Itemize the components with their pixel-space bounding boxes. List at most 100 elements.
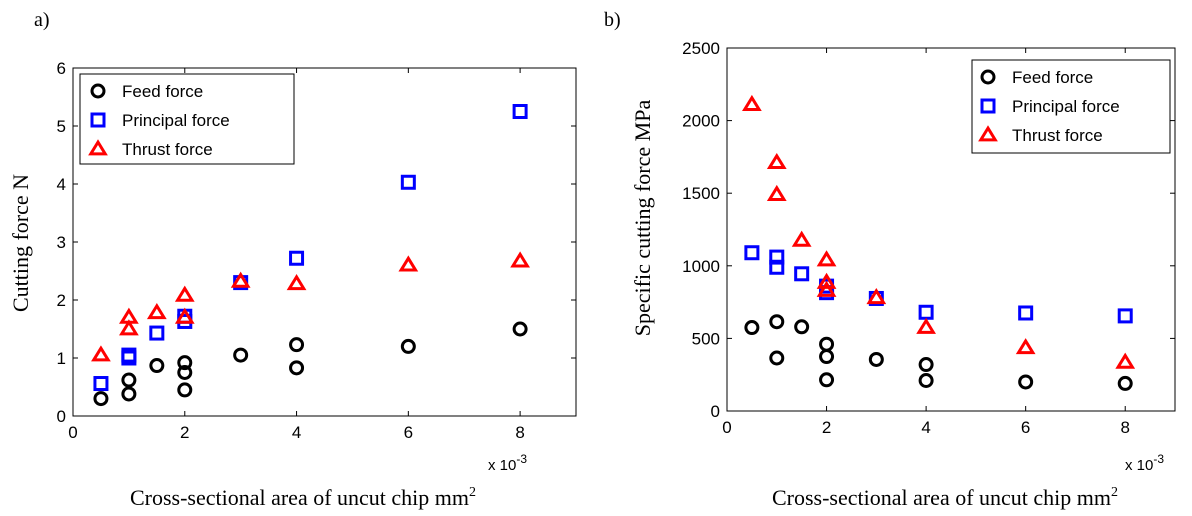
data-point-triangle — [119, 307, 139, 324]
y-tick-label: 1000 — [682, 257, 720, 276]
y-tick-label: 3 — [57, 233, 66, 252]
y-tick-label: 2 — [57, 291, 66, 310]
legend-marker-triangle — [88, 139, 108, 156]
data-point-square — [1018, 305, 1034, 321]
x-tick-label: 4 — [921, 418, 930, 437]
panel-label-b: b) — [604, 9, 621, 31]
data-point-circle — [1117, 375, 1133, 391]
legend-b: Feed force Principal force Thrust force — [971, 59, 1171, 154]
data-point-circle — [819, 372, 835, 388]
legend-label: Feed force — [1012, 68, 1093, 87]
ticks-a: 0 2 4 6 8 0 1 2 3 4 5 6 — [57, 59, 576, 442]
legend-marker-circle — [90, 83, 106, 99]
legend-label: Principal force — [122, 111, 230, 130]
data-point-circle — [918, 373, 934, 389]
data-point-circle — [819, 349, 835, 365]
data-point-triangle — [91, 345, 111, 362]
data-point-square — [512, 104, 528, 119]
data-point-triangle — [510, 251, 530, 268]
data-point-circle — [289, 337, 305, 353]
x-tick-label: 0 — [68, 423, 77, 442]
legend-label: Feed force — [122, 82, 203, 101]
data-point-circle — [1018, 374, 1034, 390]
data-point-triangle — [866, 287, 887, 305]
data-point-circle — [512, 321, 528, 337]
x-tick-label: 0 — [722, 418, 731, 437]
data-point-circle — [868, 351, 884, 367]
data-point-triangle — [766, 152, 787, 170]
legend-marker-square — [90, 112, 106, 128]
data-point-circle — [177, 355, 193, 371]
data-point-circle — [794, 319, 810, 335]
y-tick-label: 2500 — [682, 39, 720, 58]
x-multiplier-exp-a: -3 — [516, 452, 527, 466]
data-point-circle — [918, 357, 934, 373]
x-tick-label: 2 — [822, 418, 831, 437]
x-multiplier-b: x 10-3 — [1125, 452, 1164, 474]
data-point-circle — [93, 391, 109, 407]
y-tick-label: 0 — [57, 407, 66, 426]
y-tick-label: 1 — [57, 349, 66, 368]
legend-label: Thrust force — [1012, 126, 1103, 145]
data-point-triangle — [1015, 338, 1036, 355]
data-point-triangle — [816, 250, 837, 267]
svg-text:x 10-3: x 10-3 — [1125, 452, 1164, 474]
data-point-triangle — [146, 302, 167, 320]
data-point-triangle — [742, 94, 762, 111]
data-point-square — [769, 259, 785, 275]
data-point-circle — [233, 347, 249, 363]
data-point-circle — [149, 358, 165, 374]
x-multiplier-base-b: x 10 — [1125, 457, 1153, 474]
legend-box-a — [79, 73, 295, 165]
data-point-circle — [289, 360, 305, 376]
y-tick-label: 500 — [692, 329, 720, 348]
legend-marker-square — [980, 98, 996, 114]
data-point-square — [93, 376, 109, 392]
x-multiplier-a: x 10-3 — [488, 452, 527, 474]
x-multiplier-base-a: x 10 — [488, 457, 516, 474]
legend-marker-triangle — [978, 125, 998, 142]
data-point-triangle — [174, 285, 195, 302]
data-point-circle — [769, 350, 785, 366]
data-point-triangle — [816, 280, 837, 297]
data-point-square — [794, 266, 810, 282]
x-tick-label: 6 — [1021, 418, 1030, 437]
data-point-circle — [121, 386, 137, 402]
data-point-triangle — [119, 319, 139, 336]
x-tick-label: 2 — [180, 423, 189, 442]
data-point-circle — [121, 372, 137, 388]
data-point-triangle — [174, 307, 195, 324]
data-point-triangle — [916, 317, 936, 334]
y-tick-label: 1500 — [682, 184, 720, 203]
data-point-circle — [744, 320, 760, 336]
legend-marker-circle — [980, 69, 996, 85]
marks-a — [91, 104, 530, 407]
data-point-circle — [400, 338, 416, 354]
legend-label: Thrust force — [122, 140, 213, 159]
y-tick-label: 4 — [57, 175, 66, 194]
y-axis-label-b: Specific cutting force MPa — [630, 100, 655, 337]
svg-text:x 10-3: x 10-3 — [488, 452, 527, 474]
data-point-triangle — [816, 272, 837, 289]
legend-label: Principal force — [1012, 97, 1120, 116]
data-point-circle — [177, 365, 193, 380]
data-point-square — [769, 249, 785, 265]
legend-box-b — [971, 59, 1171, 154]
x-axis-label-a: Cross-sectional area of uncut chip mm2 — [130, 485, 476, 510]
x-tick-label: 8 — [1120, 418, 1129, 437]
x-multiplier-exp-b: -3 — [1153, 452, 1164, 466]
data-point-circle — [769, 314, 785, 330]
x-tick-label: 6 — [404, 423, 413, 442]
panel-label-a: a) — [34, 9, 50, 31]
y-tick-label: 6 — [57, 59, 66, 78]
data-point-circle — [177, 382, 193, 398]
y-tick-label: 0 — [711, 402, 720, 421]
data-point-triangle — [230, 271, 251, 288]
chart-a: a) Cutting force N 0 2 4 6 8 0 1 2 3 4 5 6 x 10-3 C… — [8, 9, 577, 510]
data-point-square — [400, 174, 416, 190]
x-tick-label: 4 — [292, 423, 301, 442]
data-point-square — [289, 250, 305, 266]
x-axis-label-b: Cross-sectional area of uncut chip mm2 — [772, 485, 1118, 510]
y-axis-label-a: Cutting force N — [8, 174, 33, 312]
x-tick-label: 8 — [515, 423, 524, 442]
